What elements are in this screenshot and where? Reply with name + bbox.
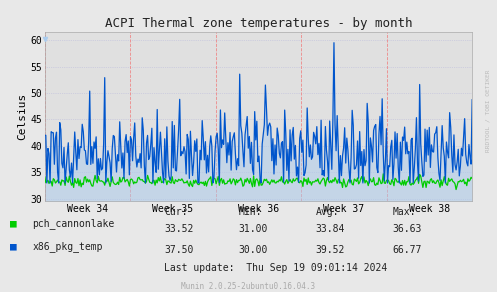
Text: 36.63: 36.63 xyxy=(393,224,422,234)
Y-axis label: Celsius: Celsius xyxy=(17,93,27,140)
Text: ■: ■ xyxy=(10,218,17,228)
Text: 66.77: 66.77 xyxy=(393,245,422,255)
Text: 39.52: 39.52 xyxy=(316,245,345,255)
Text: Avg:: Avg: xyxy=(316,207,339,217)
Text: Last update:  Thu Sep 19 09:01:14 2024: Last update: Thu Sep 19 09:01:14 2024 xyxy=(164,263,387,273)
Text: Min:: Min: xyxy=(239,207,262,217)
Text: x86_pkg_temp: x86_pkg_temp xyxy=(32,241,103,252)
Text: Munin 2.0.25-2ubuntu0.16.04.3: Munin 2.0.25-2ubuntu0.16.04.3 xyxy=(181,282,316,291)
Text: 33.84: 33.84 xyxy=(316,224,345,234)
Text: Max:: Max: xyxy=(393,207,416,217)
Text: 30.00: 30.00 xyxy=(239,245,268,255)
Text: pch_cannonlake: pch_cannonlake xyxy=(32,218,114,229)
Text: 31.00: 31.00 xyxy=(239,224,268,234)
Title: ACPI Thermal zone temperatures - by month: ACPI Thermal zone temperatures - by mont… xyxy=(105,17,412,29)
Text: 33.52: 33.52 xyxy=(164,224,193,234)
Text: 37.50: 37.50 xyxy=(164,245,193,255)
Text: Cur:: Cur: xyxy=(164,207,187,217)
Text: ■: ■ xyxy=(10,242,17,252)
Text: RRDTOOL / TOBI OETIKER: RRDTOOL / TOBI OETIKER xyxy=(486,70,491,152)
